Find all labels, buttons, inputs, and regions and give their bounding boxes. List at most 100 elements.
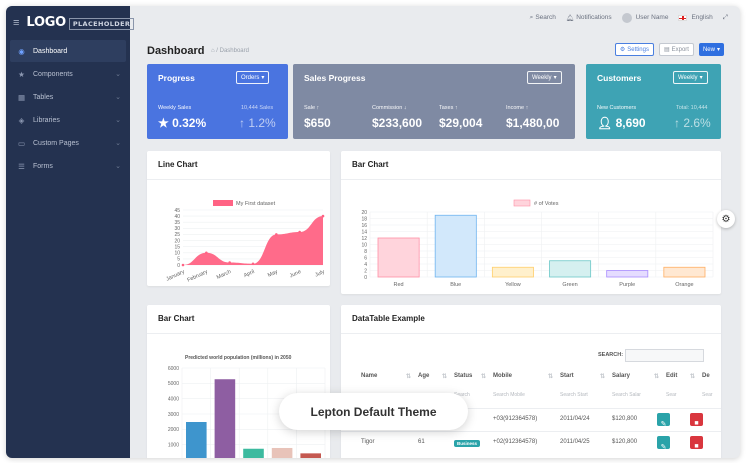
divider <box>147 333 330 334</box>
sort-icon[interactable]: ⇅ <box>406 374 412 380</box>
legend-swatch <box>513 199 531 207</box>
delete-button[interactable]: ■ <box>690 436 703 450</box>
column-filter-input[interactable]: Sear <box>666 392 677 398</box>
folder-icon: ▭ <box>17 138 26 148</box>
line-chart-card: Line Chart My First dataset 0 5 10 15 20 25 30 3… <box>147 151 330 286</box>
column-header[interactable]: Mobile <box>493 373 512 379</box>
delete-button[interactable]: ■ <box>690 413 703 427</box>
column-filter-input[interactable]: Search Salar <box>612 392 641 398</box>
x-tick-label: Blue <box>450 282 461 288</box>
new-customers-number: 8,690 <box>615 116 646 130</box>
column-header[interactable]: Age <box>418 373 430 379</box>
data-point <box>275 233 278 236</box>
y-tick-label: 6 <box>364 255 367 261</box>
sidebar-item-libraries[interactable]: ◈ Libraries ⌄ <box>10 109 126 131</box>
fullscreen-icon[interactable]: ⤢ <box>722 13 728 21</box>
customers-change-value: ↑ 2.6% <box>674 116 711 130</box>
bar <box>243 448 264 458</box>
logo-row: ≡ LOGO PLACEHOLDER <box>6 6 135 39</box>
user-menu[interactable]: User Name <box>621 12 668 23</box>
y-tick-label: 18 <box>361 216 367 222</box>
notifications-link[interactable]: 🔔︎ Notifications <box>566 14 612 22</box>
sort-icon[interactable]: ⇅ <box>690 374 696 380</box>
sidebar-item-label: Dashboard <box>33 47 68 55</box>
column-filter-input[interactable]: Search <box>454 392 470 398</box>
edit-button[interactable]: ✎ <box>657 436 670 451</box>
column-filter-input[interactable]: Search Mobile <box>493 392 525 398</box>
column-header[interactable]: Edit <box>666 373 678 379</box>
menu-icon[interactable]: ≡ <box>13 16 20 29</box>
table-cell: +03(912364578) <box>493 416 538 422</box>
column-header[interactable]: Start <box>560 373 574 379</box>
sales-weekly-dropdown[interactable]: Weekly ▾ <box>527 71 562 84</box>
flag-icon <box>678 14 688 21</box>
trash-icon: ■ <box>694 443 699 450</box>
y-tick-label: 1000 <box>168 442 179 448</box>
table-cell: $120,800 <box>612 439 638 445</box>
chevron-down-icon: ⌄ <box>115 140 121 147</box>
cube-icon: ◈ <box>18 115 25 125</box>
avatar <box>621 12 632 23</box>
export-icon: ▤ <box>663 47 670 53</box>
settings-label: Settings <box>627 46 649 53</box>
page-actions: ⚙ Settings ▤ Export New ▾ <box>614 43 724 56</box>
bar <box>549 260 592 278</box>
column-filter-input[interactable]: Sear <box>702 392 713 398</box>
sort-icon[interactable]: ⇅ <box>481 374 487 380</box>
sort-icon[interactable]: ⇅ <box>548 374 554 380</box>
divider <box>341 179 721 180</box>
sort-icon[interactable]: ⇅ <box>442 374 448 380</box>
y-tick-label: 0 <box>364 275 367 281</box>
divider <box>147 179 330 180</box>
breadcrumb: ⌂ / Dashboard <box>211 48 249 54</box>
home-icon[interactable]: ⌂ <box>211 48 215 54</box>
sort-icon[interactable]: ⇅ <box>654 374 660 380</box>
arrow-up-icon: ↑ <box>315 105 320 111</box>
orders-dropdown[interactable]: Orders ▾ <box>236 71 270 84</box>
sales-metric-label: Income ↑ <box>506 105 528 111</box>
theme-settings-gear-icon[interactable]: ⚙ <box>717 210 735 228</box>
sidebar-item-tables[interactable]: ▦ Tables ⌄ <box>10 86 126 108</box>
table-row[interactable]: +03(912364578) 2011/04/24 $120,800 ✎ ■ <box>341 408 721 430</box>
sidebar-item-dashboard[interactable]: ◉ Dashboard <box>10 40 126 62</box>
language-menu[interactable]: English <box>678 14 713 21</box>
table-row[interactable]: Tigor 61 Business +02(912364578) 2011/04/25 $… <box>341 431 721 453</box>
table-cell: 2011/04/25 <box>560 439 590 445</box>
sidebar-item-custom-pages[interactable]: ▭ Custom Pages ⌄ <box>10 132 126 154</box>
settings-button[interactable]: ⚙ Settings <box>614 43 654 56</box>
table-search-input[interactable] <box>625 349 704 362</box>
sales-progress-title: Sales Progress <box>304 73 366 83</box>
table-cell: Tigor <box>361 439 375 445</box>
sales-metric-name: Taxes <box>439 105 454 111</box>
sidebar-item-components[interactable]: ★ Components ⌄ <box>10 63 126 85</box>
data-point <box>298 230 301 234</box>
sales-metric-name: Commission <box>372 105 403 111</box>
column-header[interactable]: De <box>702 373 710 379</box>
new-button[interactable]: New ▾ <box>698 43 724 56</box>
column-header[interactable]: Status <box>454 373 473 379</box>
bell-icon: 🔔︎ <box>565 14 575 22</box>
search-link[interactable]: ⌕ Search <box>530 14 556 22</box>
caret-down-icon: ▾ <box>553 75 557 81</box>
edit-button[interactable]: ✎ <box>657 413 670 428</box>
sales-metric-name: Income <box>506 105 525 111</box>
arrow-up-icon: ↑ <box>239 116 245 130</box>
sidebar-item-forms[interactable]: ☰ Forms ⌄ <box>10 155 126 177</box>
x-tick-label: Green <box>562 282 577 288</box>
sort-icon[interactable]: ⇅ <box>600 374 606 380</box>
sidebar-item-label: Tables <box>33 93 54 101</box>
column-filter-input[interactable]: Search Start <box>560 392 588 398</box>
column-header[interactable]: Name <box>361 373 378 379</box>
logo-placeholder: PLACEHOLDER <box>68 18 135 30</box>
customers-weekly-dropdown[interactable]: Weekly ▾ <box>673 71 708 84</box>
table-cell: 61 <box>418 439 425 445</box>
export-button[interactable]: ▤ Export <box>658 43 694 56</box>
y-tick-label: 16 <box>361 223 367 229</box>
customers-title: Customers <box>597 73 642 83</box>
bar-chart-card: Bar Chart # of Votes 0 2 4 6 8 10 12 14 16 18 20 Red… <box>341 151 721 294</box>
export-label: Export <box>671 46 689 53</box>
logo[interactable]: LOGO PLACEHOLDER <box>26 15 135 30</box>
data-point <box>181 263 185 267</box>
column-header[interactable]: Salary <box>612 373 631 379</box>
